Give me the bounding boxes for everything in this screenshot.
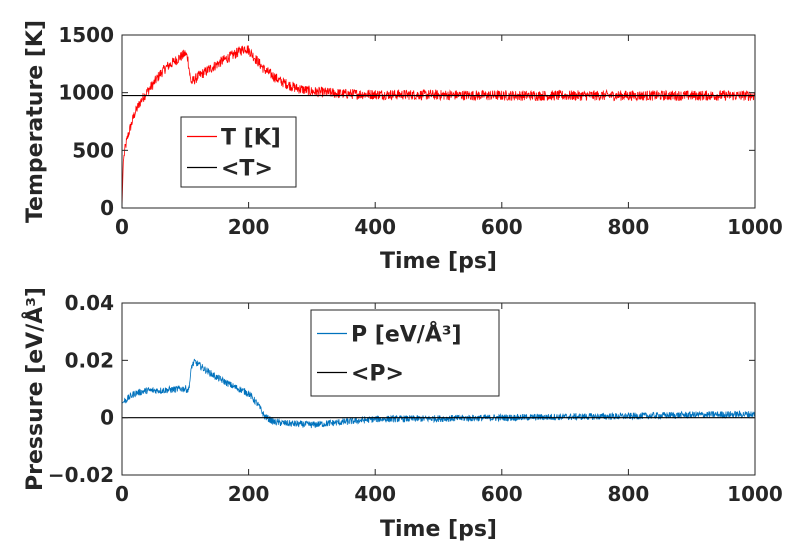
x-axis-label: Time [ps]: [380, 517, 497, 542]
x-tick-label: 0: [115, 482, 129, 506]
y-tick-label: 1000: [58, 81, 114, 105]
legend-label-0: P [eV/Å³]: [351, 322, 462, 348]
y-tick-label: 500: [72, 138, 114, 162]
legend-label-1: <P>: [351, 362, 404, 387]
legend: T [K] <T>: [180, 116, 297, 188]
x-tick-label: 1000: [727, 482, 783, 506]
y-tick-label: 0: [100, 196, 114, 220]
x-tick-label: 200: [228, 215, 270, 239]
y-tick-label: 0.02: [65, 348, 114, 372]
x-tick-label: 400: [354, 482, 396, 506]
legend-box: [180, 116, 297, 188]
x-tick-label: 800: [608, 215, 650, 239]
x-tick-label: 600: [481, 215, 523, 239]
x-tick-label: 800: [608, 482, 650, 506]
legend-label-1: <T>: [221, 157, 273, 182]
x-axis-label: Time [ps]: [380, 249, 497, 274]
series-line-0: [121, 358, 756, 429]
axes-box: [121, 302, 756, 476]
y-tick-label: 0: [100, 406, 114, 430]
x-tick-label: 1000: [727, 215, 783, 239]
legend-label-0: T [K]: [221, 126, 281, 151]
y-tick-label: 1500: [58, 23, 114, 47]
axes-box: [121, 34, 756, 209]
y-axis-label: Temperature [K]: [23, 20, 48, 223]
legend: P [eV/Å³] <P>: [310, 309, 500, 397]
y-tick-label: 0.04: [65, 291, 114, 315]
legend-box: [310, 309, 500, 397]
x-tick-label: 600: [481, 482, 523, 506]
series-line-0: [121, 45, 756, 209]
temperature-chart: 0 200 400 600 800 1000 0 500 1000 1500 Time [ps] Te…: [23, 20, 783, 274]
x-tick-label: 0: [115, 215, 129, 239]
y-axis-label: Pressure [eV/Å³]: [22, 287, 48, 491]
x-tick-label: 400: [354, 215, 396, 239]
x-tick-label: 200: [228, 482, 270, 506]
y-tick-label: −0.02: [48, 463, 114, 487]
